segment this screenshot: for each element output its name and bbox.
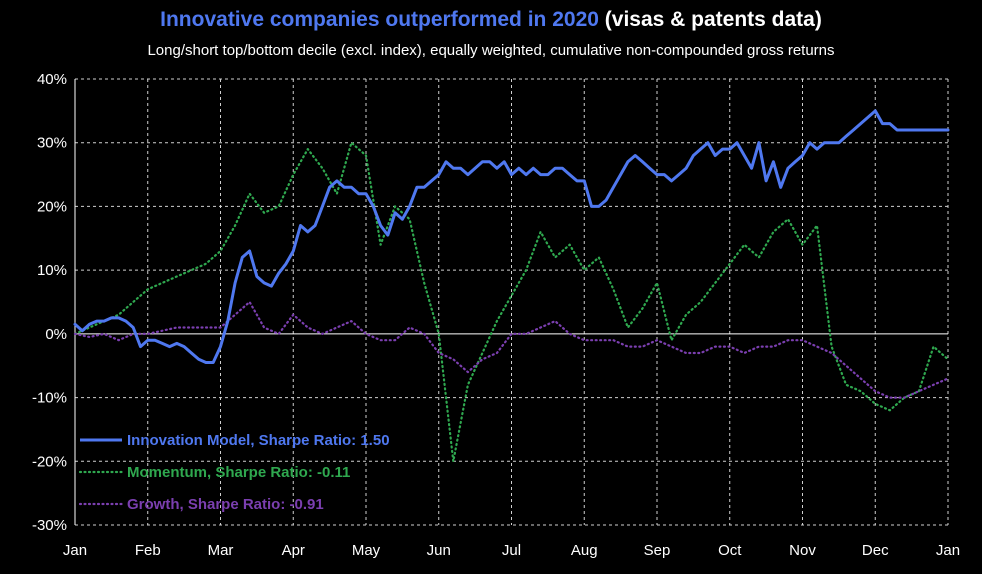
legend-label: Innovation Model, Sharpe Ratio: 1.50 bbox=[127, 432, 390, 449]
y-tick-label: -30% bbox=[32, 517, 67, 534]
series-line-0 bbox=[73, 109, 950, 364]
series-lines bbox=[73, 109, 950, 463]
x-tick-label: Mar bbox=[208, 542, 234, 559]
x-tick-label: Nov bbox=[789, 542, 816, 559]
x-tick-label: Aug bbox=[571, 542, 598, 559]
y-tick-label: 20% bbox=[37, 198, 67, 215]
legend-label: Momentum, Sharpe Ratio: -0.11 bbox=[127, 464, 350, 481]
y-tick-label: 30% bbox=[37, 135, 67, 152]
y-tick-label: -10% bbox=[32, 390, 67, 407]
chart-title-suffix: (visas & patents data) bbox=[598, 8, 822, 31]
gridlines bbox=[75, 78, 949, 526]
x-tick-label: Dec bbox=[862, 542, 889, 559]
x-tick-label: Jan bbox=[936, 542, 960, 559]
x-tick-label: Jan bbox=[63, 542, 87, 559]
x-tick-label: Jun bbox=[427, 542, 451, 559]
y-tick-label: 40% bbox=[37, 71, 67, 88]
y-tick-label: 0% bbox=[45, 326, 67, 343]
chart-title: Innovative companies outperformed in 202… bbox=[0, 8, 982, 32]
x-tick-label: Sep bbox=[644, 542, 671, 559]
chart-title-main: Innovative companies outperformed in 202… bbox=[160, 8, 599, 31]
x-tick-label: Feb bbox=[135, 542, 161, 559]
axes: -30% -20% -10% 0% 10% 20% 30% 40% Jan Feb Mar Apr Ma… bbox=[32, 71, 960, 559]
x-tick-label: Jul bbox=[502, 542, 521, 559]
x-tick-label: May bbox=[352, 542, 381, 559]
x-tick-label: Apr bbox=[282, 542, 305, 559]
x-tick-label: Oct bbox=[718, 542, 742, 559]
series-line-2 bbox=[73, 300, 950, 399]
legend-label: Growth, Sharpe Ratio: -0.91 bbox=[127, 496, 324, 513]
y-tick-label: -20% bbox=[32, 453, 67, 470]
chart-subtitle: Long/short top/bottom decile (excl. inde… bbox=[147, 42, 835, 59]
legend: Innovation Model, Sharpe Ratio: 1.50 Mome… bbox=[78, 432, 390, 513]
series-line-1 bbox=[73, 141, 950, 463]
y-tick-label: 10% bbox=[37, 262, 67, 279]
